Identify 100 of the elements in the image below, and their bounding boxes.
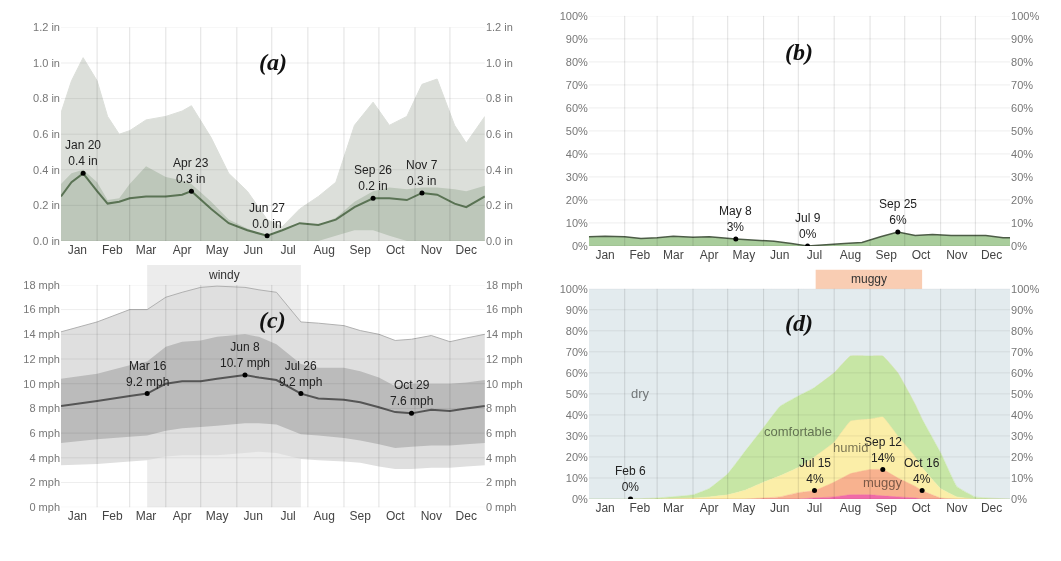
x-tick-label: Jun xyxy=(243,509,263,524)
y-tick-label: 40% xyxy=(565,147,589,160)
x-tick-label: Aug xyxy=(839,501,862,515)
y2-tick-label: 0% xyxy=(1011,492,1028,505)
data-label: Feb 6 0% xyxy=(615,464,647,494)
y-tick-label: 80% xyxy=(565,55,589,68)
y2-tick-label: 0.2 in xyxy=(485,199,513,212)
y2-tick-label: 20% xyxy=(1011,193,1034,206)
text: (c) xyxy=(259,307,286,333)
data-label: Mar 16 9.2 mph xyxy=(126,359,170,389)
y-tick-label: 10 mph xyxy=(23,377,61,390)
y2-tick-label: 14 mph xyxy=(485,328,523,341)
x-tick-label: May xyxy=(732,501,756,515)
series-label: dry xyxy=(631,386,650,401)
y-tick-label: 90% xyxy=(565,303,589,316)
y-tick-label: 60% xyxy=(565,366,589,379)
x-tick-label: Feb xyxy=(629,501,651,515)
data-label: Jul 9 0% xyxy=(795,211,821,241)
y2-tick-label: 90% xyxy=(1011,303,1034,316)
x-tick-label: Jul xyxy=(280,509,296,524)
x-tick-label: Nov xyxy=(420,242,442,257)
data-label: Apr 23 0.3 in xyxy=(173,156,209,186)
data-label: Jun 27 0.0 in xyxy=(249,201,286,231)
y-tick-label: 0% xyxy=(571,239,589,252)
band-label: windy xyxy=(208,268,240,282)
y-tick-label: 18 mph xyxy=(23,278,61,291)
y2-tick-label: 10 mph xyxy=(485,377,523,390)
y-tick-label: 0.8 in xyxy=(33,92,61,105)
x-tick-label: Jul xyxy=(806,247,823,262)
y2-tick-label: 80% xyxy=(1011,324,1034,337)
y2-tick-label: 10% xyxy=(1011,216,1034,229)
y2-tick-label: 0.8 in xyxy=(485,92,513,105)
x-tick-label: Apr xyxy=(699,247,719,262)
y2-tick-label: 12 mph xyxy=(485,352,523,365)
data-label: Oct 29 7.6 mph xyxy=(390,378,434,408)
x-tick-label: Feb xyxy=(101,509,123,524)
x-tick-label: Jul xyxy=(806,501,823,515)
x-tick-label: Dec xyxy=(455,242,477,257)
series-label: comfortable xyxy=(764,424,832,439)
x-tick-label: Mar xyxy=(135,242,157,257)
y2-tick-label: 20% xyxy=(1011,450,1034,463)
data-label: Jul 26 9.2 mph xyxy=(279,359,323,389)
y-tick-label: 0 mph xyxy=(29,501,61,514)
y-tick-label: 90% xyxy=(565,32,589,45)
y-tick-label: 2 mph xyxy=(29,476,61,489)
x-tick-label: Apr xyxy=(172,509,192,524)
x-tick-label: Mar xyxy=(135,509,157,524)
x-tick-label: Aug xyxy=(313,509,335,524)
y-tick-label: 70% xyxy=(565,345,589,358)
y2-tick-label: 70% xyxy=(1011,345,1034,358)
y2-tick-label: 60% xyxy=(1011,101,1034,114)
y2-tick-label: 60% xyxy=(1011,366,1034,379)
line-series xyxy=(61,285,485,343)
y-tick-label: 50% xyxy=(565,124,589,137)
x-tick-label: Jan xyxy=(595,247,615,262)
x-tick-label: Sep xyxy=(875,247,898,262)
y2-tick-label: 100% xyxy=(1011,282,1040,295)
y2-tick-label: 70% xyxy=(1011,78,1034,91)
text: (d) xyxy=(785,310,813,336)
series-label: muggy xyxy=(863,475,903,490)
y-tick-label: 20% xyxy=(565,193,589,206)
text: (a) xyxy=(259,49,287,75)
y-tick-label: 1.0 in xyxy=(33,56,61,69)
y-tick-label: 10% xyxy=(565,471,589,484)
y-tick-label: 16 mph xyxy=(23,303,61,316)
x-tick-label: Apr xyxy=(699,501,719,515)
y-tick-label: 0.4 in xyxy=(33,163,61,176)
x-tick-label: Aug xyxy=(313,242,335,257)
x-tick-label: May xyxy=(205,509,229,524)
data-label: Sep 26 0.2 in xyxy=(354,163,393,193)
y-tick-label: 30% xyxy=(565,170,589,183)
y2-tick-label: 0% xyxy=(1011,239,1028,252)
y-tick-label: 100% xyxy=(559,9,589,22)
y-tick-label: 100% xyxy=(559,282,589,295)
data-label: Jul 15 4% xyxy=(799,456,832,486)
y2-tick-label: 18 mph xyxy=(485,278,523,291)
x-tick-label: Nov xyxy=(946,247,968,262)
y-tick-label: 10% xyxy=(565,216,589,229)
y-tick-label: 60% xyxy=(565,101,589,114)
x-tick-label: Feb xyxy=(101,242,123,257)
data-label: Oct 16 4% xyxy=(904,456,940,486)
x-tick-label: Oct xyxy=(385,242,406,257)
y-tick-label: 4 mph xyxy=(29,451,61,464)
x-tick-label: Jun xyxy=(243,242,263,257)
y2-tick-label: 0 mph xyxy=(485,501,517,514)
x-tick-label: Jan xyxy=(67,242,87,257)
x-tick-label: Sep xyxy=(875,501,898,515)
x-tick-label: Mar xyxy=(662,501,684,515)
y-tick-label: 14 mph xyxy=(23,328,61,341)
y2-tick-label: 0.4 in xyxy=(485,163,513,176)
y-tick-label: 80% xyxy=(565,324,589,337)
y2-tick-label: 1.2 in xyxy=(485,21,513,34)
x-tick-label: Dec xyxy=(980,247,1003,262)
x-tick-label: Nov xyxy=(946,501,968,515)
band-label: muggy xyxy=(851,272,888,286)
y2-tick-label: 90% xyxy=(1011,32,1034,45)
y2-tick-label: 8 mph xyxy=(485,402,517,415)
y-tick-label: 12 mph xyxy=(23,352,61,365)
y-tick-label: 70% xyxy=(565,78,589,91)
y-tick-label: 50% xyxy=(565,387,589,400)
